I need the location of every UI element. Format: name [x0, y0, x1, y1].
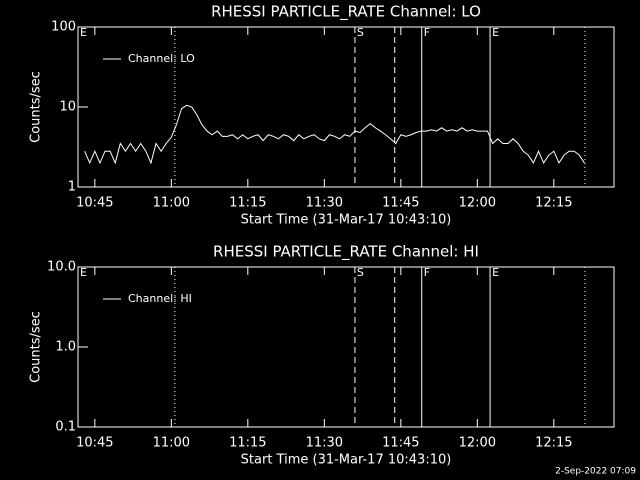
event-label: E: [492, 266, 499, 279]
timestamp: 2-Sep-2022 07:09: [555, 467, 636, 477]
event-label: E: [80, 26, 87, 39]
y-tick-label: 100: [51, 20, 76, 35]
x-tick-label: 10:45: [76, 196, 113, 211]
x-tick-label: 11:45: [382, 196, 419, 211]
y-axis-label: Counts/sec: [29, 311, 44, 383]
event-label: S: [357, 26, 364, 39]
plot-frame: [77, 266, 615, 428]
x-axis-label: Start Time (31-Mar-17 10:43:10): [241, 213, 452, 228]
y-axis-label: Counts/sec: [29, 71, 44, 143]
event-label: F: [424, 266, 430, 279]
x-tick-label: 11:00: [153, 196, 190, 211]
x-tick-label: 10:45: [76, 436, 113, 451]
data-line: [84, 104, 585, 165]
y-tick-label: 1: [68, 180, 76, 195]
x-tick-label: 12:15: [535, 196, 572, 211]
event-label: S: [357, 266, 364, 279]
x-tick-label: 11:15: [229, 436, 266, 451]
event-label: F: [424, 26, 430, 39]
event-label: E: [80, 266, 87, 279]
x-tick-label: 11:30: [306, 436, 343, 451]
x-tick-label: 12:00: [459, 436, 496, 451]
chart-title: RHESSI PARTICLE_RATE Channel: HI: [213, 243, 479, 262]
event-label: E: [492, 26, 499, 39]
y-tick-label: 10: [59, 100, 76, 115]
y-tick-label: 0.1: [55, 420, 76, 435]
chart-title: RHESSI PARTICLE_RATE Channel: LO: [211, 3, 481, 22]
x-tick-label: 11:00: [153, 436, 190, 451]
legend-label: Channel: LO: [128, 52, 195, 65]
y-tick-label: 1.0: [55, 340, 76, 355]
x-tick-label: 11:30: [306, 196, 343, 211]
x-tick-label: 11:15: [229, 196, 266, 211]
x-tick-label: 12:15: [535, 436, 572, 451]
y-tick-label: 10.0: [47, 260, 76, 275]
x-tick-label: 12:00: [459, 196, 496, 211]
legend-label: Channel: HI: [128, 292, 192, 305]
x-tick-label: 11:45: [382, 436, 419, 451]
x-axis-label: Start Time (31-Mar-17 10:43:10): [241, 453, 452, 468]
